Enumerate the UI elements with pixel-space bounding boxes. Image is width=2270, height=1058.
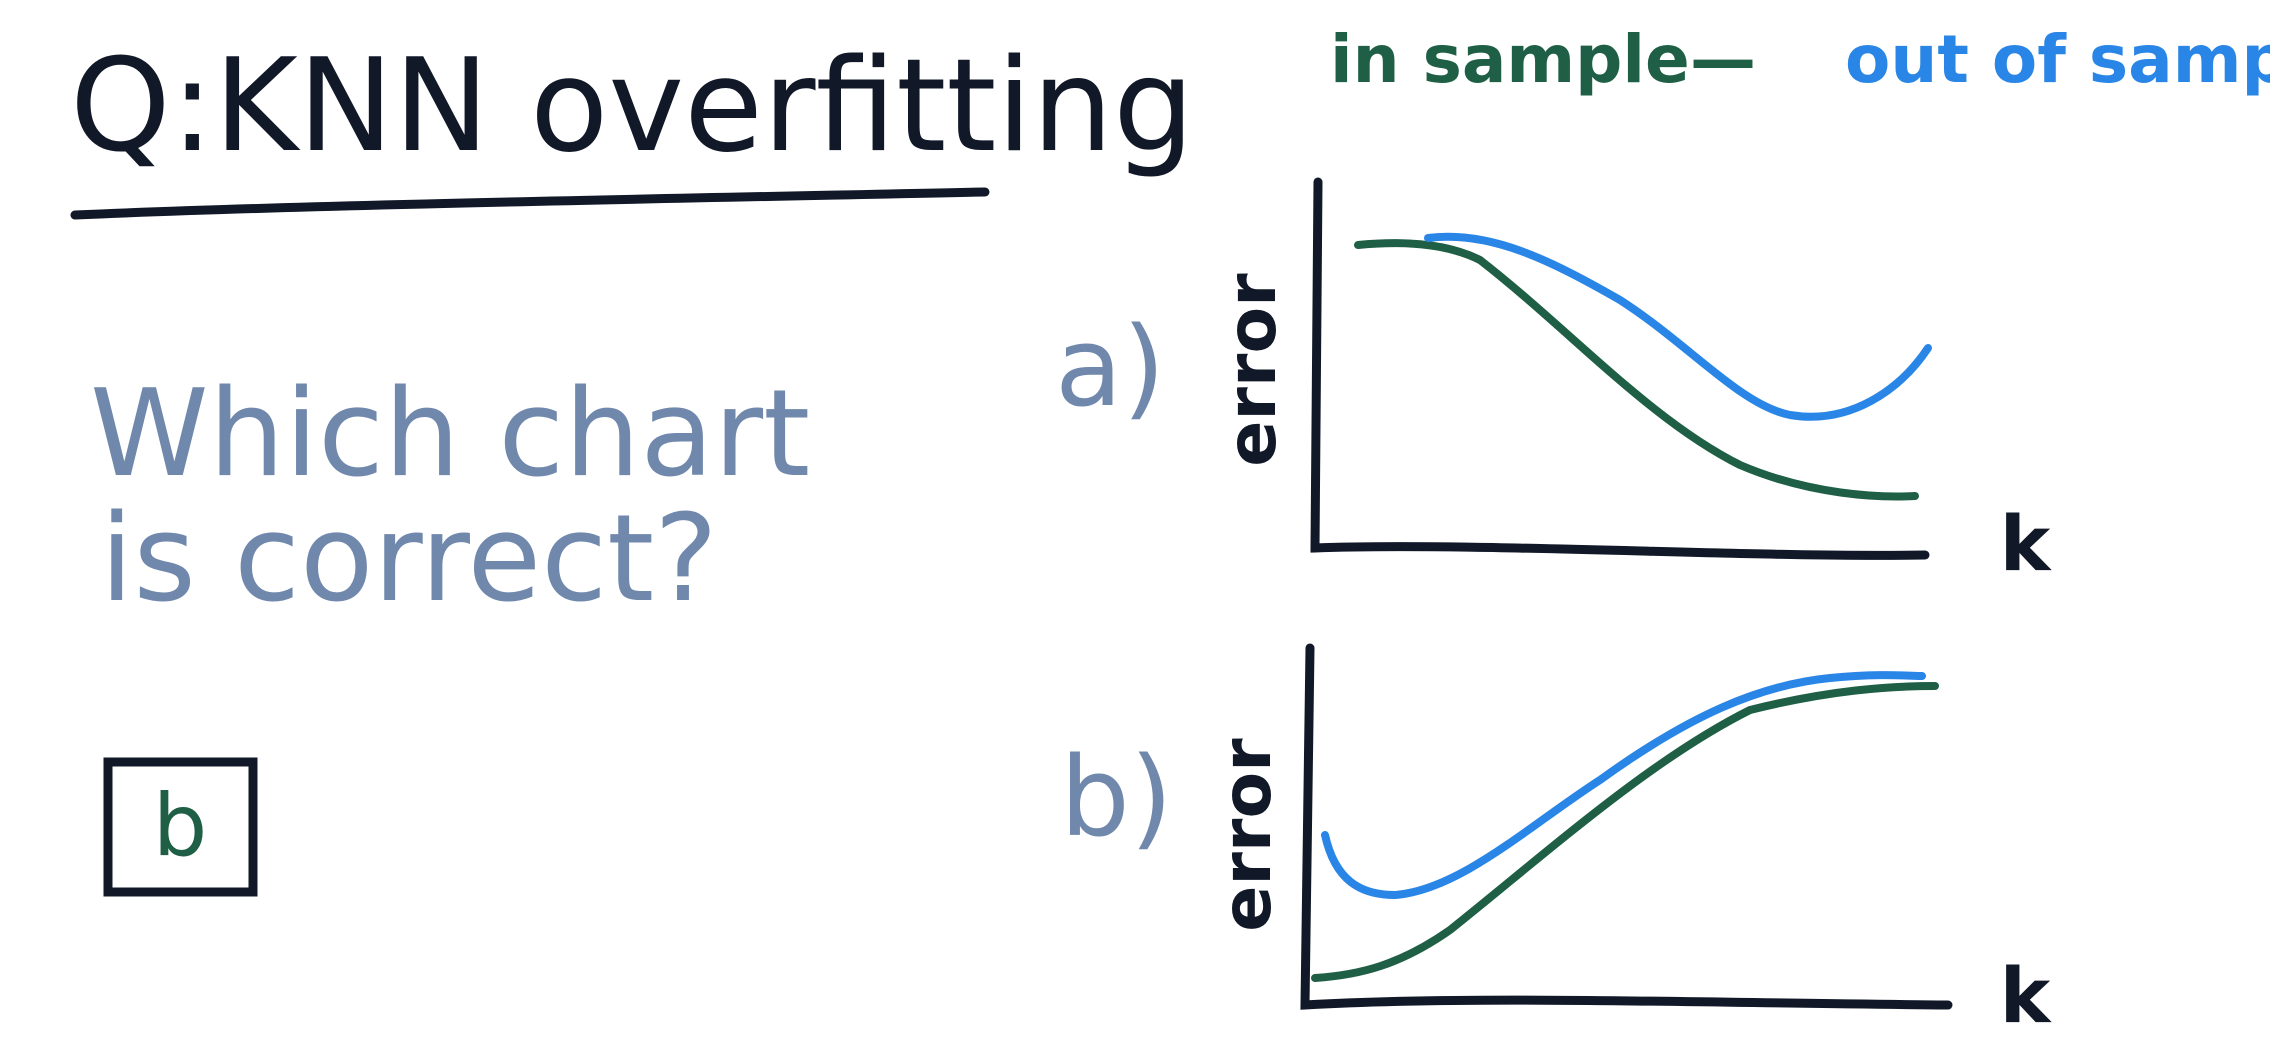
- chart-a-axes: [1310, 177, 1930, 560]
- question-line-2: is correct?: [100, 490, 718, 629]
- legend-separator: —: [1690, 21, 1756, 98]
- title-underline: [70, 187, 990, 220]
- question-line-1: Which chart: [90, 365, 810, 504]
- chart-b-ylabel: error: [1208, 738, 1287, 932]
- lesson-title: Q:KNN overfitting: [70, 32, 1194, 181]
- chart-b: b) error k: [1060, 643, 2052, 1040]
- chart-a-xlabel: k: [2000, 499, 2052, 588]
- chart-a: a) error k: [1055, 177, 2052, 588]
- chart-b-out-of-sample-curve: [1321, 671, 1926, 900]
- legend-in-sample: in sample: [1330, 21, 1690, 98]
- chart-b-axes: [1300, 643, 1953, 1010]
- chart-b-label: b): [1060, 733, 1173, 861]
- chart-a-ylabel: error: [1213, 273, 1292, 467]
- chart-a-label: a): [1055, 303, 1165, 431]
- answer-text: b: [153, 776, 208, 876]
- answer-box: [103, 757, 258, 897]
- chart-a-out-of-sample-curve: [1424, 232, 1932, 421]
- chart-b-in-sample-curve: [1311, 682, 1939, 982]
- chart-b-xlabel: k: [2000, 951, 2052, 1040]
- legend-out-of-sample: out of sample: [1845, 21, 2270, 98]
- chart-a-in-sample-curve: [1354, 239, 1919, 501]
